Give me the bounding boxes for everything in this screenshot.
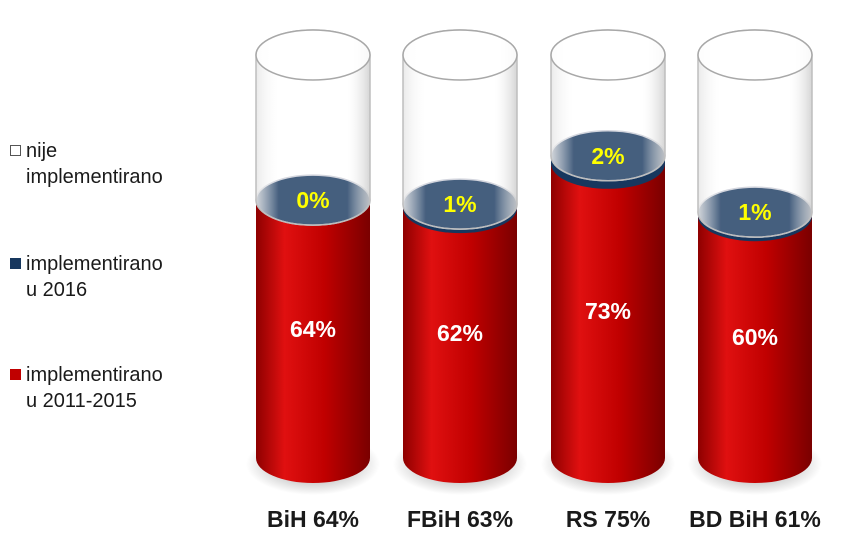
legend-item-nije-implementirano: nije implementirano <box>10 138 163 190</box>
legend-label: implementirano u 2011-2015 <box>26 364 163 412</box>
category-label: RS 75% <box>566 506 650 532</box>
cylinder-top-rim <box>697 29 813 81</box>
value-label-2016: 1% <box>443 191 476 217</box>
legend-swatch-implementirano-2011-2015 <box>10 369 21 380</box>
value-label-2011-2015: 62% <box>437 320 483 346</box>
cylinder-top-rim <box>402 29 518 81</box>
bar-segment-2011-2015 <box>403 183 517 483</box>
value-label-2016: 2% <box>591 143 624 169</box>
legend-swatch-nije-implementirano <box>10 145 21 156</box>
value-label-2011-2015: 64% <box>290 316 336 342</box>
bar-segment-2011-2015 <box>256 175 370 483</box>
cylinder-group: 1% 60% <box>688 29 822 495</box>
legend-item-implementirano-2016: implementirano u 2016 <box>10 251 163 303</box>
bar-segment-2011-2015 <box>698 191 812 483</box>
cylinder-top-rim <box>550 29 666 81</box>
legend-label: implementirano u 2016 <box>26 253 163 301</box>
value-label-2016: 0% <box>296 187 329 213</box>
legend-item-implementirano-2011-2015: implementirano u 2011-2015 <box>10 362 163 414</box>
cylinder-group: 0% 64% <box>246 29 380 495</box>
cylinder-group: 2% 73% <box>541 29 675 495</box>
category-label: BiH 64% <box>267 506 359 532</box>
category-label: FBiH 63% <box>407 506 513 532</box>
value-label-2016: 1% <box>738 199 771 225</box>
value-label-2011-2015: 73% <box>585 298 631 324</box>
cylinder-group: 1% 62% <box>393 29 527 495</box>
legend-label: nije implementirano <box>26 140 163 188</box>
category-label: BD BiH 61% <box>689 506 821 532</box>
bar-segment-2011-2015 <box>551 138 665 483</box>
value-label-2011-2015: 60% <box>732 324 778 350</box>
legend-swatch-implementirano-2016 <box>10 258 21 269</box>
cylinder-top-rim <box>255 29 371 81</box>
